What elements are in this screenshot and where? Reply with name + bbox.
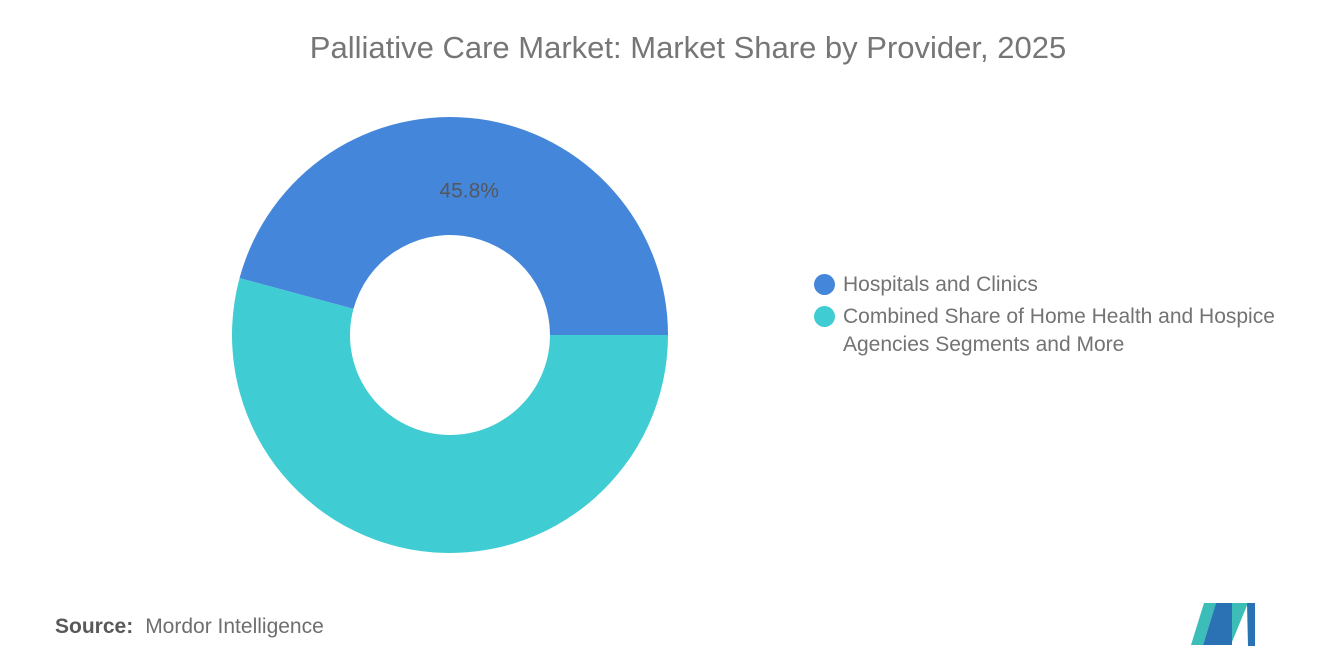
legend-item-hospitals-and-clinics[interactable]: Hospitals and Clinics (814, 271, 1318, 299)
legend-item-home-health-and-hospice[interactable]: Combined Share of Home Health and Hospic… (814, 303, 1318, 359)
donut-slice-combined-share-of-home-health-and-hospic[interactable] (231, 278, 668, 554)
mordor-intelligence-logo (1191, 603, 1255, 646)
legend-marker-circle (814, 306, 835, 327)
legend: Hospitals and Clinics Combined Share of … (814, 271, 1318, 359)
donut-chart: 45.8% (231, 117, 668, 554)
logo-right-blue-bar (1247, 603, 1255, 646)
logo-left-teal-bar (1191, 603, 1216, 645)
logo-mid-blue-bar (1203, 603, 1232, 645)
donut-slice-hospitals-and-clinics[interactable] (239, 117, 668, 335)
legend-label: Hospitals and Clinics (843, 273, 1038, 296)
source-attribution: Source: Mordor Intelligence (55, 613, 324, 641)
legend-marker-circle (814, 274, 835, 295)
legend-label: Combined Share of Home Health and Hospic… (843, 305, 1275, 356)
slice-value-label: 45.8% (439, 179, 499, 202)
source-value: Mordor Intelligence (145, 615, 324, 638)
source-label: Source: (55, 615, 134, 638)
chart-title: Palliative Care Market: Market Share by … (309, 30, 1067, 65)
logo-teal-triangle (1232, 603, 1248, 642)
